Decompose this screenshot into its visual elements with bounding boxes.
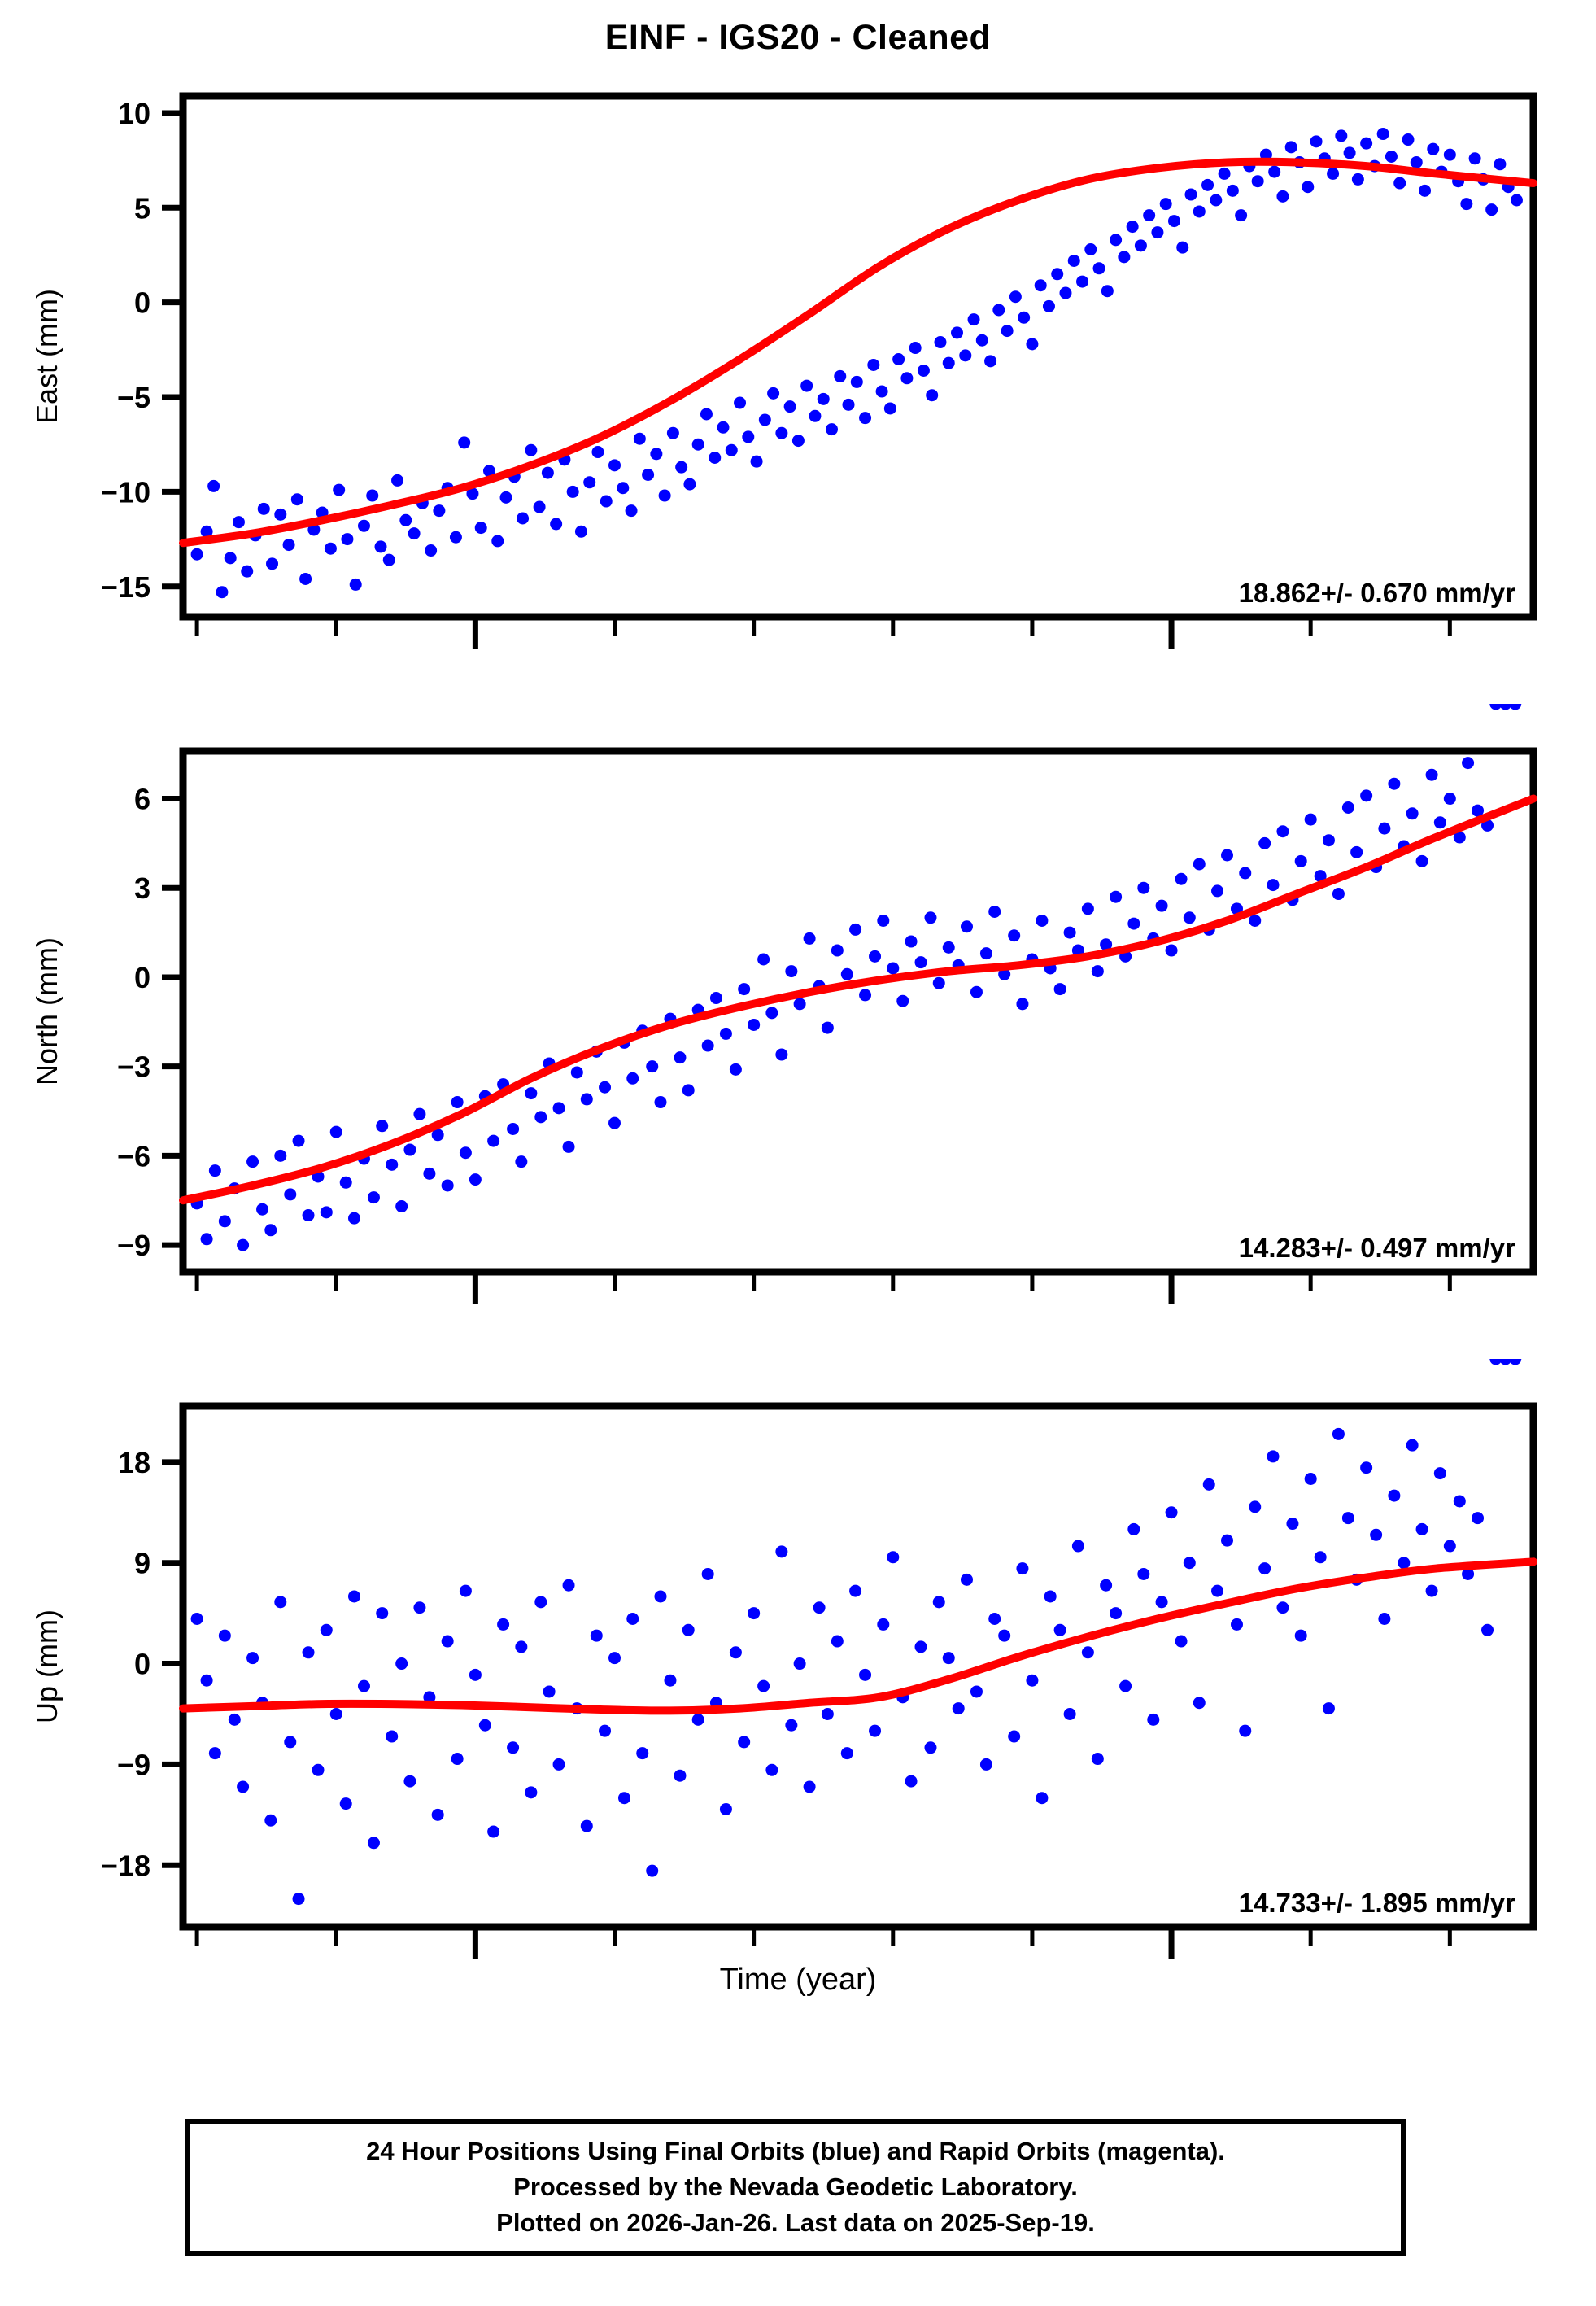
y-tick-label: −9 bbox=[117, 1748, 150, 1781]
x-tick-label: 2025.0 bbox=[430, 1972, 520, 1977]
y-axis-label: East (mm) bbox=[30, 289, 63, 424]
x-tick-label: 2025.5 bbox=[1127, 1317, 1216, 1322]
rate-annotation: 18.862+/- 0.670 mm/yr bbox=[1239, 578, 1515, 608]
y-tick-label: 10 bbox=[118, 97, 150, 130]
x-tick-label: 2025.5 bbox=[1127, 1972, 1216, 1977]
y-tick-label: 6 bbox=[134, 783, 150, 816]
trend-line bbox=[179, 1557, 1537, 1715]
y-tick-label: 3 bbox=[134, 871, 150, 905]
plot-frame bbox=[179, 1402, 1537, 1931]
trend-line bbox=[179, 157, 1537, 548]
y-tick-label: 5 bbox=[134, 191, 150, 225]
x-tick-label: 2025.0 bbox=[430, 1317, 520, 1322]
chart-up: 18 9 0 −9 −18 2025.0 2025.5 Up (mm) 14.733+/- 1.… bbox=[30, 1359, 1537, 1977]
trend-line bbox=[179, 794, 1537, 1205]
y-tick-label: 0 bbox=[134, 961, 150, 994]
panel-north: 6 3 0 −3 −6 −9 2025.0 2025.5 North (mm) 14.283+/-… bbox=[0, 704, 1596, 1322]
chart-north: 6 3 0 −3 −6 −9 2025.0 2025.5 North (mm) 14.283+/-… bbox=[30, 704, 1537, 1322]
y-tick-label: −10 bbox=[101, 475, 150, 509]
x-axis-label: Time (year) bbox=[719, 1963, 877, 1997]
plot-frame bbox=[179, 92, 1537, 621]
chart-east: 10 5 0 −5 −10 −15 2025.0 2025.5 East (mm) 18.862+… bbox=[30, 92, 1537, 667]
x-tick-label: 2025.5 bbox=[1127, 662, 1216, 667]
footer-line-3: Plotted on 2026-Jan-26. Last data on 202… bbox=[496, 2208, 1095, 2237]
x-tick-label: 2025.0 bbox=[430, 662, 520, 667]
data-points bbox=[190, 1359, 1522, 1906]
y-tick-label: 0 bbox=[134, 1648, 150, 1681]
data-points bbox=[190, 704, 1522, 1251]
y-tick-label: −15 bbox=[101, 570, 150, 604]
y-tick-label: −3 bbox=[117, 1050, 150, 1084]
page-title: EINF - IGS20 - Cleaned bbox=[604, 18, 992, 57]
y-axis-label: North (mm) bbox=[30, 937, 63, 1085]
panel-east: 10 5 0 −5 −10 −15 2025.0 2025.5 East (mm) 18.862+… bbox=[0, 49, 1596, 667]
rate-annotation: 14.283+/- 0.497 mm/yr bbox=[1239, 1233, 1515, 1263]
y-tick-label: 18 bbox=[118, 1446, 150, 1479]
y-tick-label: −9 bbox=[117, 1229, 150, 1262]
footer-note-box: 24 Hour Positions Using Final Orbits (bl… bbox=[185, 2119, 1406, 2256]
rate-annotation: 14.733+/- 1.895 mm/yr bbox=[1239, 1888, 1515, 1918]
y-tick-label: −5 bbox=[117, 381, 150, 414]
plot-frame bbox=[179, 747, 1537, 1276]
data-points bbox=[190, 128, 1523, 599]
footer-line-2: Processed by the Nevada Geodetic Laborat… bbox=[513, 2172, 1078, 2201]
y-tick-label: −6 bbox=[117, 1139, 150, 1173]
y-tick-label: 0 bbox=[134, 286, 150, 320]
y-tick-label: −18 bbox=[101, 1849, 150, 1882]
footer-line-1: 24 Hour Positions Using Final Orbits (bl… bbox=[366, 2136, 1225, 2165]
y-tick-label: 9 bbox=[134, 1547, 150, 1580]
y-axis-label: Up (mm) bbox=[30, 1609, 63, 1723]
panel-up: 18 9 0 −9 −18 2025.0 2025.5 Up (mm) 14.733+/- 1.… bbox=[0, 1359, 1596, 1977]
